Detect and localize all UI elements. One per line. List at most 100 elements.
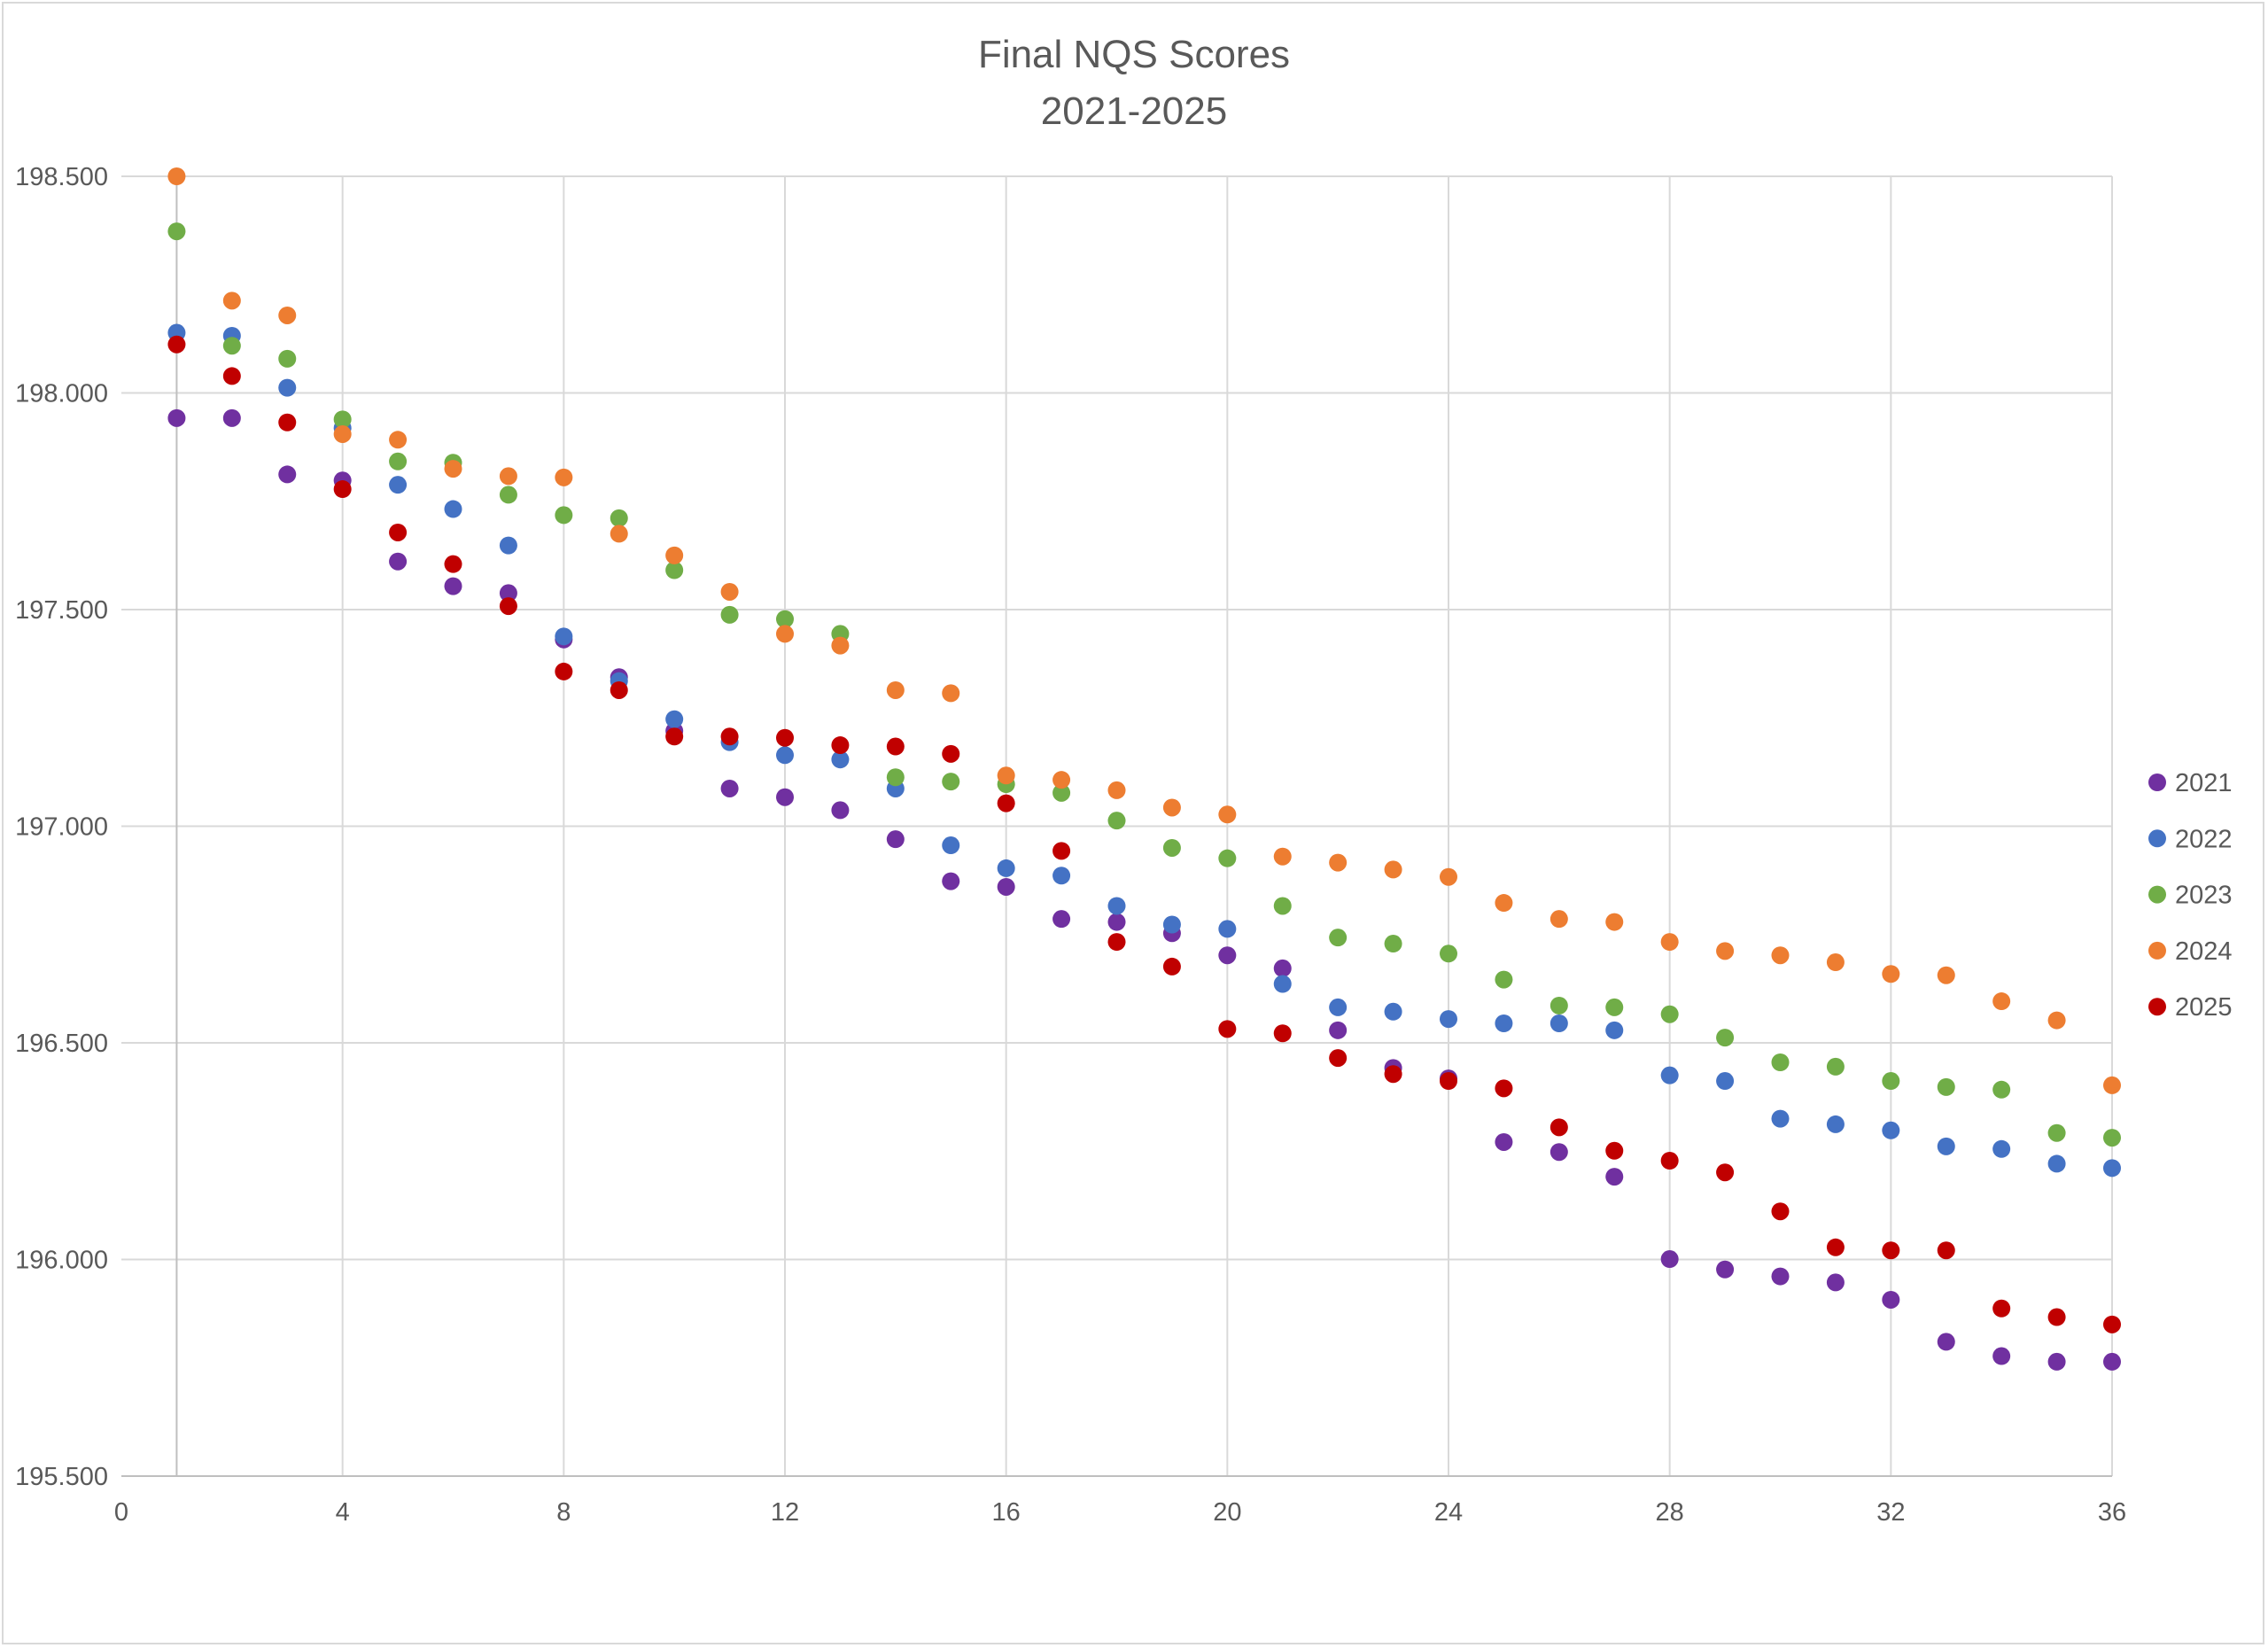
data-point	[1273, 847, 1292, 866]
data-point	[167, 222, 186, 241]
data-point	[1771, 1053, 1790, 1072]
data-point	[222, 408, 241, 427]
data-point	[942, 684, 960, 703]
data-point	[1218, 1020, 1237, 1038]
data-point	[665, 710, 684, 728]
x-tick-label: 20	[1213, 1498, 1241, 1527]
data-point	[555, 662, 573, 680]
data-point	[1882, 1290, 1900, 1309]
data-point	[997, 877, 1015, 896]
data-point	[610, 509, 628, 527]
series-2023	[167, 222, 2121, 1147]
x-tick-label: 24	[1434, 1498, 1463, 1527]
data-point	[1107, 913, 1126, 931]
y-tick-label: 198.000	[15, 380, 108, 408]
x-tick-label: 36	[2098, 1498, 2126, 1527]
data-point	[167, 335, 186, 354]
data-point	[1107, 933, 1126, 952]
data-point	[776, 610, 794, 628]
legend-label: 2023	[2175, 882, 2233, 910]
axes: 195.500 196.000 196.500 197.000 197.500 198.0…	[15, 163, 2126, 1527]
legend-label: 2024	[2175, 937, 2233, 966]
data-point	[499, 536, 517, 555]
data-point	[1495, 1079, 1513, 1098]
y-tick-label: 196.000	[15, 1247, 108, 1275]
data-point	[1218, 920, 1237, 938]
data-point	[1992, 1139, 2011, 1158]
data-point	[278, 349, 297, 368]
data-point	[278, 306, 297, 324]
data-point	[1329, 1021, 1348, 1039]
data-point	[720, 582, 739, 601]
data-point	[1273, 959, 1292, 977]
data-point	[665, 561, 684, 579]
data-point	[555, 506, 573, 525]
data-point	[499, 467, 517, 486]
data-point	[1716, 1163, 1735, 1182]
data-point	[1771, 1109, 1790, 1128]
data-point	[1384, 935, 1402, 953]
data-point	[389, 476, 408, 494]
data-point	[1052, 842, 1071, 860]
data-point	[278, 413, 297, 431]
x-tick-label: 32	[1876, 1498, 1905, 1527]
data-point	[444, 460, 462, 478]
data-point	[1440, 867, 1457, 886]
y-tick-label: 196.500	[15, 1030, 108, 1058]
data-point	[2047, 1123, 2066, 1142]
data-point	[1992, 1080, 2011, 1099]
data-point	[1384, 1002, 1402, 1021]
data-point	[1660, 933, 1679, 952]
data-point	[1273, 975, 1292, 993]
x-tick-label: 28	[1656, 1498, 1684, 1527]
data-point	[1716, 1260, 1735, 1279]
data-point	[1992, 1347, 2011, 1365]
data-point	[1660, 1152, 1679, 1170]
data-point	[1937, 1137, 1955, 1155]
data-point	[1440, 1010, 1457, 1029]
series-2021	[167, 408, 2121, 1371]
data-point	[333, 424, 352, 443]
data-point	[1052, 783, 1071, 802]
data-point	[444, 555, 462, 573]
data-point	[2103, 1076, 2121, 1094]
data-point	[389, 431, 408, 449]
data-point	[1605, 1021, 1624, 1039]
data-point	[1273, 897, 1292, 915]
data-point	[997, 859, 1015, 877]
data-point	[167, 408, 186, 427]
series-2024	[167, 167, 2121, 1094]
legend-marker	[2148, 941, 2166, 960]
legend: 2021 2022 2023 2024 2025	[2148, 769, 2233, 1022]
data-point	[1440, 944, 1457, 963]
data-point	[1605, 913, 1624, 931]
x-tick-label: 12	[771, 1498, 799, 1527]
data-point	[1660, 1250, 1679, 1269]
data-point	[1716, 942, 1735, 960]
legend-marker	[2148, 998, 2166, 1016]
x-tick-label: 16	[992, 1498, 1021, 1527]
data-point	[1771, 1267, 1790, 1286]
data-point	[2047, 1308, 2066, 1326]
data-point	[1937, 1241, 1955, 1260]
data-point	[886, 830, 905, 849]
data-point	[831, 736, 850, 755]
legend-marker	[2148, 885, 2166, 904]
data-point	[1882, 1121, 1900, 1139]
gridlines	[121, 175, 2113, 1477]
data-point	[555, 627, 573, 646]
data-point	[665, 727, 684, 746]
data-point	[1605, 998, 1624, 1016]
data-point	[278, 465, 297, 484]
data-point	[278, 378, 297, 397]
data-point	[1107, 812, 1126, 830]
data-point	[222, 337, 241, 355]
data-point	[2047, 1154, 2066, 1173]
y-tick-label: 197.500	[15, 596, 108, 625]
data-point	[1162, 915, 1181, 934]
data-point	[1329, 929, 1348, 947]
data-point	[1826, 1057, 1845, 1076]
data-point	[333, 410, 352, 429]
data-point	[886, 680, 905, 699]
